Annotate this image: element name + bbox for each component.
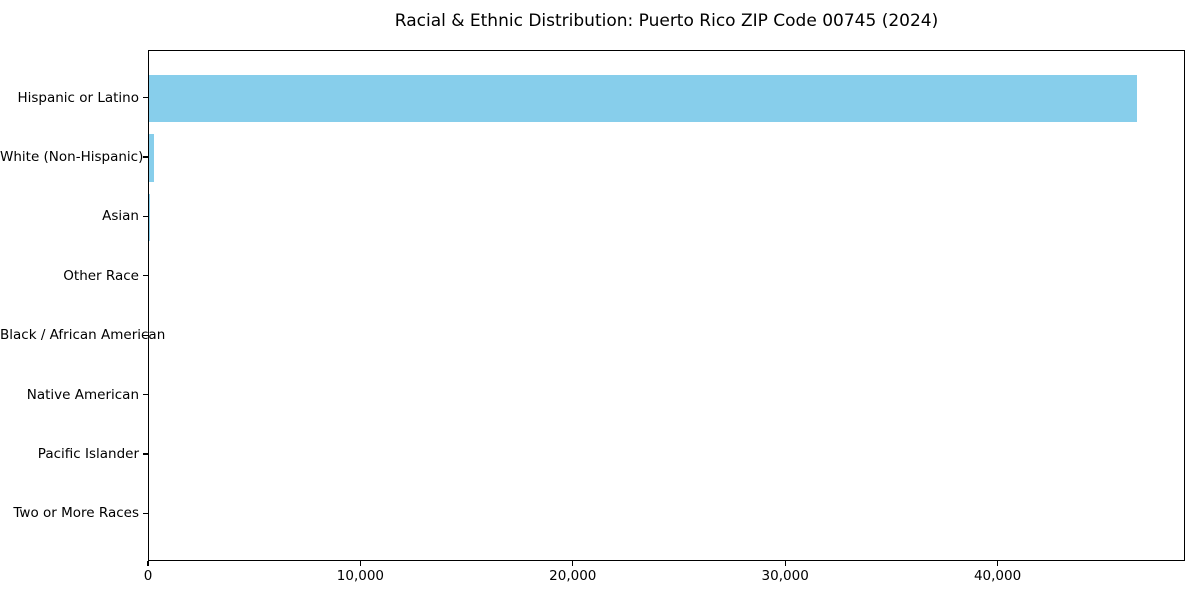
ytick-label-hispanic-or-latino: Hispanic or Latino [17, 89, 139, 106]
plot-area [148, 50, 1185, 561]
ytick-mark-native-american [143, 394, 148, 396]
ytick-mark-white-non-hispanic [143, 156, 148, 158]
ytick-mark-asian [143, 215, 148, 217]
ytick-label-white-non-hispanic: White (Non-Hispanic) [0, 148, 144, 165]
xtick-label-40000: 40,000 [973, 568, 1022, 584]
ytick-label-other-race: Other Race [63, 267, 139, 284]
ytick-mark-two-or-more-races [143, 512, 148, 515]
xtick-label-20000: 20,000 [549, 568, 597, 584]
xtick-mark-40000 [996, 561, 999, 566]
xtick-mark-0 [147, 561, 149, 566]
xtick-mark-10000 [359, 561, 361, 566]
ytick-mark-black-african-american [143, 334, 148, 336]
ytick-label-two-or-more-races: Two or More Races [13, 505, 139, 522]
xtick-label-30000: 30,000 [761, 568, 809, 584]
bar-asian [149, 193, 151, 242]
xtick-label-0: 0 [143, 568, 153, 584]
xtick-mark-30000 [784, 561, 786, 566]
ytick-mark-pacific-islander [143, 453, 148, 455]
ytick-mark-other-race [143, 275, 148, 277]
ytick-label-native-american: Native American [26, 386, 139, 403]
chart-title: Racial & Ethnic Distribution: Puerto Ric… [394, 11, 939, 31]
ytick-mark-hispanic-or-latino [143, 96, 148, 99]
ytick-label-black-african-american: Black / African American [0, 327, 166, 344]
ytick-label-pacific-islander: Pacific Islander [37, 446, 139, 463]
bar-white-non-hispanic [149, 134, 154, 182]
xtick-mark-20000 [572, 561, 574, 566]
xtick-label-10000: 10,000 [336, 568, 385, 584]
ytick-label-asian: Asian [102, 208, 139, 225]
bar-hispanic-or-latino [149, 74, 1137, 123]
